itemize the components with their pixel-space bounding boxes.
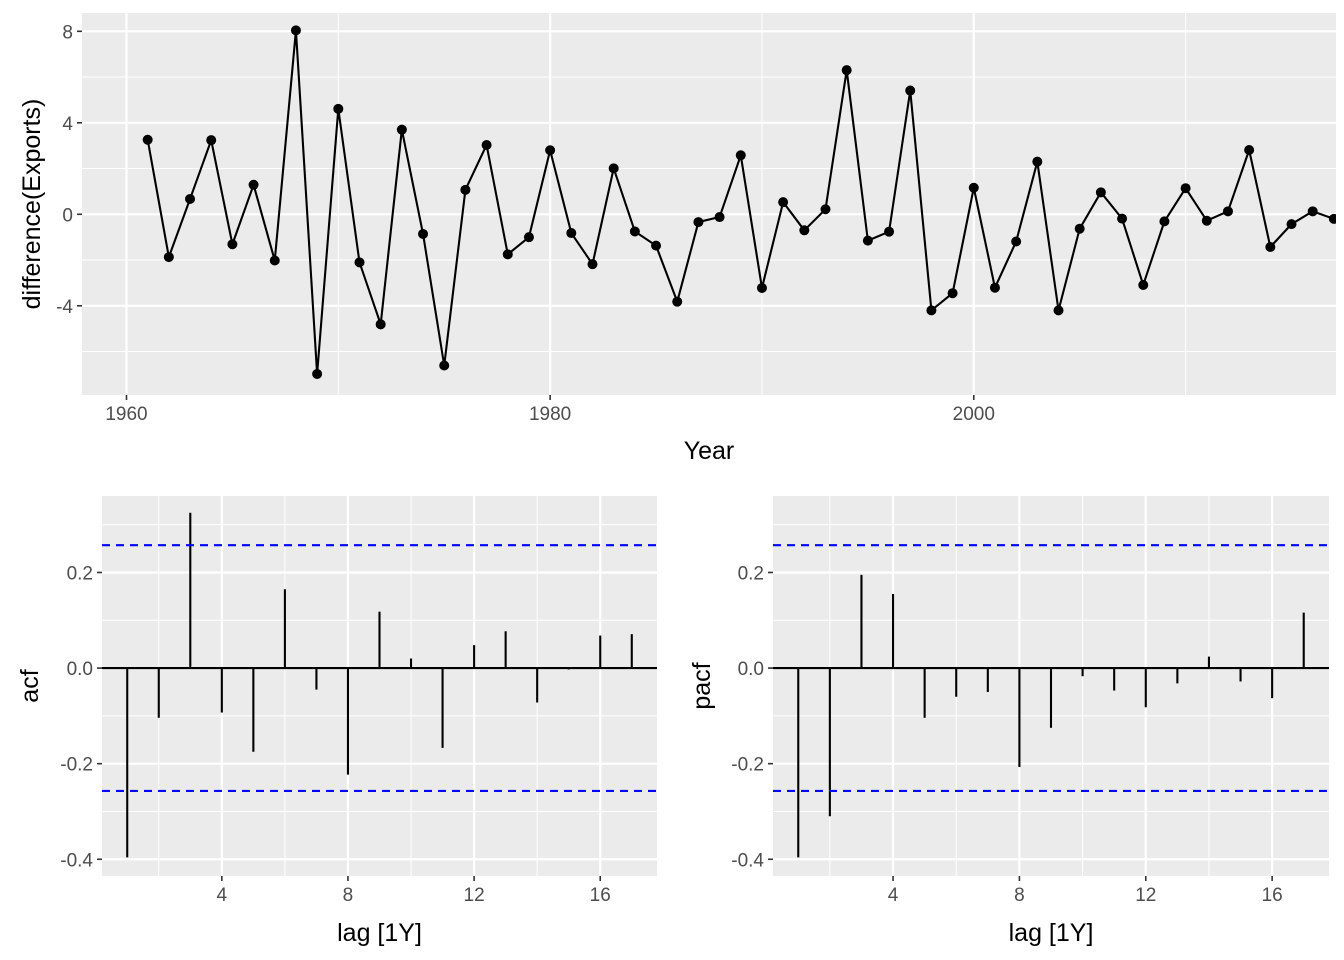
x-axis-label: lag [1Y] <box>1009 919 1094 947</box>
y-tick-label: -0.2 <box>731 755 764 776</box>
data-point <box>1222 206 1233 217</box>
y-tick-label: 0.2 <box>738 563 764 584</box>
data-point <box>1011 236 1022 247</box>
data-point <box>799 225 810 236</box>
data-point <box>566 228 577 239</box>
data-point <box>841 65 852 76</box>
axes: 1960 1980 2000 8 4 0 -4 <box>56 22 995 425</box>
acf-chart: 4 8 12 16 0.2 0.0 -0.2 -0.4 lag [1Y] acf <box>16 496 657 947</box>
data-point <box>947 288 958 299</box>
y-tick-label: -4 <box>56 297 73 318</box>
x-tick-label: 16 <box>1262 885 1283 906</box>
data-point <box>693 217 704 228</box>
axes: 4 8 12 16 0.2 0.0 -0.2 -0.4 <box>731 563 1282 906</box>
data-point <box>418 228 429 239</box>
x-tick-label: 12 <box>464 885 485 906</box>
x-tick-label: 4 <box>217 885 228 906</box>
data-point <box>735 150 746 161</box>
data-point <box>968 182 979 193</box>
axes: 4 8 12 16 0.2 0.0 -0.2 -0.4 <box>60 563 611 906</box>
y-axis-label: pacf <box>688 662 716 709</box>
x-tick-label: 8 <box>343 885 354 906</box>
y-tick-label: 0.0 <box>67 659 93 680</box>
pacf-chart: 4 8 12 16 0.2 0.0 -0.2 -0.4 lag [1Y] pacf <box>688 496 1329 947</box>
y-tick-label: 0 <box>62 205 73 226</box>
x-axis-label: lag [1Y] <box>337 919 422 947</box>
y-tick-label: -0.4 <box>60 850 93 871</box>
data-point <box>439 360 450 371</box>
data-point <box>926 305 937 316</box>
panel-background <box>102 496 657 876</box>
data-point <box>290 25 301 36</box>
x-tick-label: 2000 <box>953 404 995 425</box>
data-point <box>354 257 365 268</box>
data-point <box>1159 216 1170 227</box>
data-point <box>375 319 386 330</box>
data-point <box>1265 242 1276 253</box>
y-tick-label: 0.0 <box>738 659 764 680</box>
x-tick-label: 1960 <box>105 404 147 425</box>
data-layer <box>102 512 657 858</box>
y-tick-label: -0.4 <box>731 850 764 871</box>
data-point <box>396 124 407 135</box>
data-point <box>206 135 217 146</box>
data-point <box>1138 279 1149 290</box>
data-point <box>502 249 513 260</box>
data-point <box>1095 187 1106 198</box>
data-point <box>269 255 280 266</box>
data-point <box>227 239 238 250</box>
data-point <box>312 368 323 379</box>
data-point <box>714 212 725 223</box>
data-point <box>523 232 534 243</box>
exports-difference-line-chart: 1960 1980 2000 8 4 0 -4 Year difference(Exports) <box>18 13 1336 465</box>
data-point <box>1180 183 1191 194</box>
data-point <box>1117 213 1128 224</box>
data-point <box>989 282 1000 293</box>
data-point <box>778 197 789 208</box>
data-point <box>1286 219 1297 230</box>
data-point <box>884 226 895 237</box>
data-point <box>820 204 831 215</box>
grid-lines <box>82 13 1336 395</box>
data-point <box>651 240 662 251</box>
data-point <box>905 85 916 96</box>
data-point <box>1244 145 1255 156</box>
panel-background <box>82 13 1336 395</box>
x-tick-label: 1980 <box>529 404 571 425</box>
data-point <box>608 163 619 174</box>
data-point <box>756 282 767 293</box>
data-point <box>1053 305 1064 316</box>
data-point <box>333 103 344 114</box>
data-point <box>629 226 640 237</box>
data-point <box>163 252 174 263</box>
y-tick-label: 4 <box>62 114 73 135</box>
y-tick-label: -0.2 <box>60 755 93 776</box>
x-tick-label: 4 <box>888 885 899 906</box>
x-tick-label: 16 <box>590 885 611 906</box>
data-point <box>185 193 196 204</box>
data-point <box>1201 215 1212 226</box>
data-point <box>587 259 598 270</box>
data-point <box>672 296 683 307</box>
data-layer <box>142 25 1336 379</box>
data-point <box>1328 213 1336 224</box>
y-axis-label: acf <box>16 669 44 702</box>
y-axis-label: difference(Exports) <box>18 99 46 310</box>
data-point <box>545 145 556 156</box>
data-point <box>862 235 873 246</box>
data-point <box>248 179 259 190</box>
y-tick-label: 0.2 <box>67 563 93 584</box>
x-axis-label: Year <box>684 437 735 465</box>
x-tick-label: 8 <box>1014 885 1025 906</box>
data-point <box>142 134 153 145</box>
y-tick-label: 8 <box>62 22 73 43</box>
data-point <box>460 184 471 195</box>
x-tick-label: 12 <box>1135 885 1156 906</box>
data-layer <box>773 544 1329 858</box>
data-point <box>1307 206 1318 217</box>
data-point <box>481 139 492 150</box>
data-point <box>1074 223 1085 234</box>
data-point <box>1032 156 1043 167</box>
